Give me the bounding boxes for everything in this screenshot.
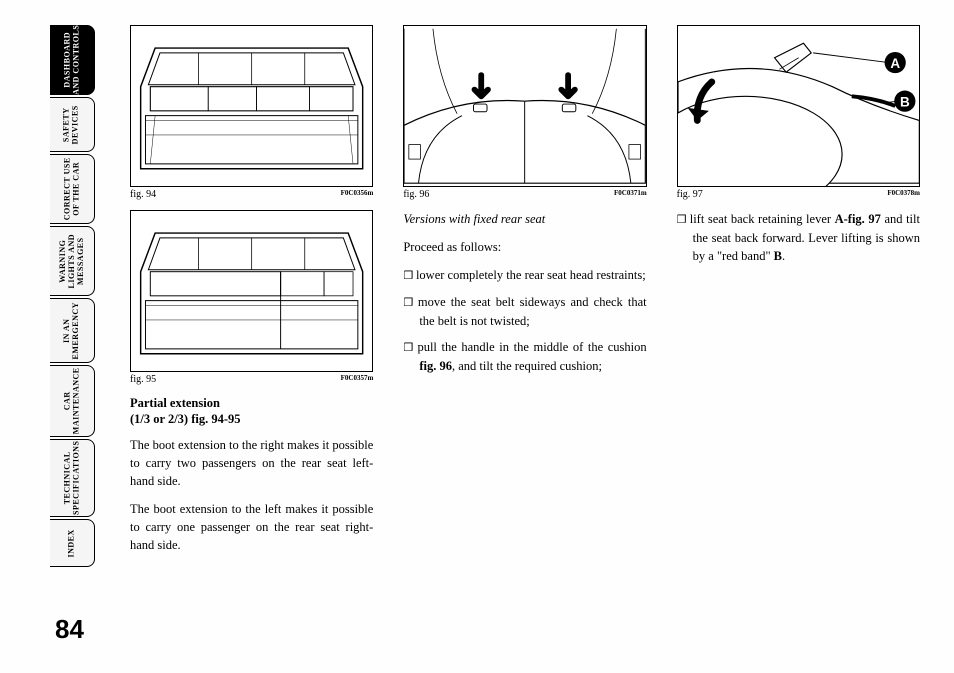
bullet-bold: A-fig. 97 <box>835 212 881 226</box>
section-tab[interactable]: CORRECT USEOF THE CAR <box>50 154 95 224</box>
figure-97: A B <box>677 25 920 187</box>
figure-97-caption: fig. 97 F0C0378m <box>677 189 920 200</box>
subheading-italic: Versions with fixed rear seat <box>403 210 646 228</box>
figure-95 <box>130 210 373 372</box>
heading-line-1: Partial extension <box>130 396 220 410</box>
callout-b: B <box>900 95 910 110</box>
page-number: 84 <box>55 614 84 645</box>
tab-label: CARMAINTENANCE <box>63 368 81 435</box>
bullet: lower completely the rear seat head rest… <box>403 266 646 285</box>
section-tab[interactable]: INDEX <box>50 519 95 567</box>
fig-code: F0C0357m <box>341 374 374 385</box>
tab-label: TECHNICALSPECIFICATIONS <box>63 441 81 515</box>
page-content: fig. 94 F0C0356m <box>110 25 920 650</box>
bullet-text: pull the handle in the middle of the cus… <box>417 340 646 354</box>
fig-code: F0C0378m <box>887 189 920 200</box>
bullet-text: , and tilt the required cushion; <box>452 359 602 373</box>
fig-code: F0C0356m <box>341 189 374 200</box>
column-3: A B fig. 97 F0C0378m lift seat back reta… <box>677 25 920 650</box>
fig-label: fig. 97 <box>677 189 703 200</box>
heading-line-2: (1/3 or 2/3) fig. 94-95 <box>130 412 241 426</box>
figure-94-caption: fig. 94 F0C0356m <box>130 189 373 200</box>
partial-extension-heading: Partial extension (1/3 or 2/3) fig. 94-9… <box>130 395 373 428</box>
fig-label: fig. 96 <box>403 189 429 200</box>
section-tab[interactable]: SAFETYDEVICES <box>50 97 95 152</box>
section-tabs: DASHBOARDAND CONTROLS SAFETYDEVICES CORREC… <box>50 25 110 650</box>
tab-label: INDEX <box>68 529 77 557</box>
section-tab[interactable]: TECHNICALSPECIFICATIONS <box>50 439 95 517</box>
tab-label: DASHBOARDAND CONTROLS <box>63 25 81 95</box>
bullet: lift seat back retaining lever A-fig. 97… <box>677 210 920 265</box>
section-tab[interactable]: DASHBOARDAND CONTROLS <box>50 25 95 95</box>
bullet-bold: fig. 96 <box>419 359 452 373</box>
tab-label: WARNINGLIGHTS ANDMESSAGES <box>59 234 85 289</box>
section-tab[interactable]: CARMAINTENANCE <box>50 365 95 437</box>
fig-code: F0C0371m <box>614 189 647 200</box>
bullet: move the seat belt sideways and check th… <box>403 293 646 330</box>
paragraph: The boot extension to the right makes it… <box>130 436 373 490</box>
figure-95-caption: fig. 95 F0C0357m <box>130 374 373 385</box>
paragraph: The boot extension to the left makes it … <box>130 500 373 554</box>
intro-text: Proceed as follows: <box>403 238 646 256</box>
column-1: fig. 94 F0C0356m <box>130 25 373 650</box>
tab-label: IN ANEMERGENCY <box>63 302 81 359</box>
section-tab[interactable]: IN ANEMERGENCY <box>50 298 95 363</box>
column-2: fig. 96 F0C0371m Versions with fixed rea… <box>403 25 646 650</box>
fig-label: fig. 94 <box>130 189 156 200</box>
figure-96 <box>403 25 646 187</box>
tab-label: SAFETYDEVICES <box>63 105 81 144</box>
figure-96-caption: fig. 96 F0C0371m <box>403 189 646 200</box>
bullet-text: lift seat back retaining lever <box>690 212 835 226</box>
bullet: pull the handle in the middle of the cus… <box>403 338 646 375</box>
bullet-bold: B <box>774 249 782 263</box>
tab-label: CORRECT USEOF THE CAR <box>63 158 81 221</box>
fig-label: fig. 95 <box>130 374 156 385</box>
section-tab[interactable]: WARNINGLIGHTS ANDMESSAGES <box>50 226 95 296</box>
figure-94 <box>130 25 373 187</box>
bullet-text: . <box>782 249 785 263</box>
callout-a: A <box>890 56 900 71</box>
